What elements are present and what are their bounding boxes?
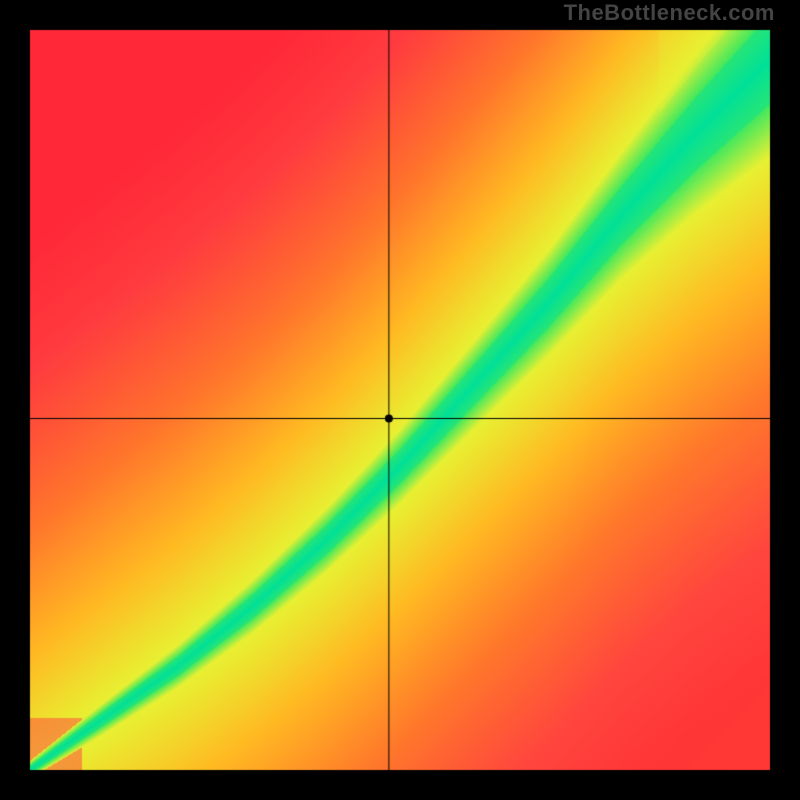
watermark-text: TheBottleneck.com <box>564 0 775 26</box>
heatmap-canvas <box>0 0 800 800</box>
bottleneck-heatmap: TheBottleneck.com <box>0 0 800 800</box>
